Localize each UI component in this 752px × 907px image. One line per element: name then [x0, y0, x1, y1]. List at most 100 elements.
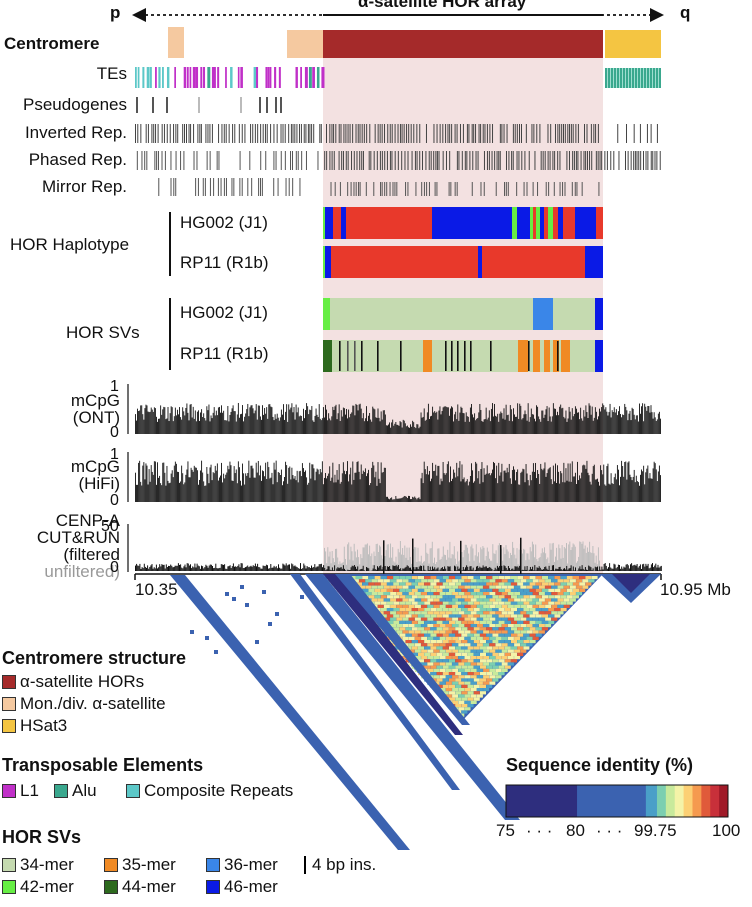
hifi-signal-bar: [374, 477, 375, 502]
identity-cell: [505, 582, 511, 585]
ont-signal-bar: [226, 421, 227, 434]
hg002-sv-segment: [330, 298, 533, 330]
cr-filtered-bar: [142, 567, 143, 571]
track-label-rp11-hap: RP11 (R1b): [180, 253, 269, 273]
ont-signal-bar: [364, 421, 365, 434]
inverted-rep-mark: [651, 124, 652, 143]
identity-cell: [492, 582, 498, 585]
identity-cell: [452, 688, 458, 691]
hifi-signal-bar: [395, 496, 396, 502]
hifi-signal-bar: [144, 479, 145, 502]
ont-signal-bar: [272, 407, 273, 434]
identity-dots-2: · · ·: [596, 821, 622, 841]
cr-filtered-bar: [611, 568, 612, 571]
cr-filtered-bar: [612, 569, 613, 571]
ont-signal-bar: [386, 425, 387, 434]
ont-signal-bar: [553, 403, 554, 434]
identity-cell: [517, 646, 523, 649]
cr-unfiltered-bar: [473, 548, 474, 571]
identity-cell: [558, 579, 564, 582]
cr-unfiltered-bar: [390, 544, 391, 571]
identity-cell: [434, 630, 440, 633]
identity-dot: [262, 590, 266, 594]
hifi-signal-bar: [495, 478, 496, 502]
identity-cell: [455, 672, 461, 675]
identity-cell: [561, 576, 567, 579]
identity-cell: [434, 579, 440, 582]
cr-filtered-bar: [246, 567, 247, 571]
cr-filtered-bar: [341, 567, 342, 571]
cr-unfiltered-bar: [474, 561, 475, 571]
cr-filtered-bar: [405, 568, 406, 571]
ins-4bp-mark: [557, 341, 559, 371]
identity-cell: [573, 576, 579, 579]
hg002-haplotype-segment: [548, 207, 553, 239]
cr-filtered-bar: [610, 567, 611, 571]
identity-cell: [387, 595, 393, 598]
alu-stripe: [643, 68, 644, 88]
cr-filtered-bar: [324, 568, 325, 571]
cr-filtered-bar: [396, 565, 397, 571]
axis-start: 10.35: [135, 580, 178, 600]
identity-cell: [387, 589, 393, 592]
identity-cell: [477, 598, 483, 601]
identity-cell: [393, 621, 399, 624]
identity-cell: [480, 614, 486, 617]
hifi-signal-bar: [527, 473, 528, 502]
ont-signal-bar: [192, 417, 193, 434]
cr-filtered-bar: [564, 568, 565, 571]
inverted-rep-mark: [221, 124, 222, 143]
cr-filtered-bar: [390, 569, 391, 571]
ont-signal-bar: [511, 409, 512, 434]
rp11-haplotype-segment: [331, 246, 478, 278]
cr-unfiltered-bar: [523, 549, 524, 571]
ont-signal-bar: [393, 426, 394, 434]
identity-cell: [517, 576, 523, 579]
identity-cell: [381, 576, 387, 579]
inverted-rep-mark: [557, 124, 558, 143]
cr-filtered-bar: [477, 566, 478, 571]
identity-cell: [452, 701, 458, 704]
hifi-signal-bar: [434, 471, 435, 502]
identity-cell: [480, 627, 486, 630]
cr-filtered-bar: [532, 567, 533, 571]
cr-filtered-bar: [199, 566, 200, 571]
identity-cell: [368, 582, 374, 585]
te-mark: [193, 67, 196, 88]
identity-colorbar-segment: [675, 785, 684, 817]
cr-filtered-bar: [464, 570, 465, 571]
ont-signal-bar: [451, 406, 452, 434]
inverted-rep-mark: [352, 124, 353, 143]
ont-signal-bar: [532, 414, 533, 434]
phased-rep-mark: [356, 151, 357, 170]
hifi-signal-bar: [533, 463, 534, 502]
cr-filtered-bar: [508, 566, 509, 571]
inverted-rep-mark: [305, 124, 306, 143]
ont-signal-bar: [276, 419, 277, 434]
identity-cell: [440, 637, 446, 640]
identity-cell: [443, 640, 449, 643]
inverted-rep-mark: [492, 124, 493, 143]
te-mark: [167, 67, 169, 88]
hifi-signal-bar: [632, 480, 633, 502]
cr-filtered-bar: [185, 565, 186, 571]
mirror-rep-mark: [390, 182, 391, 196]
identity-cell: [418, 640, 424, 643]
cr-filtered-bar: [351, 567, 352, 571]
ont-signal-bar: [501, 413, 502, 434]
identity-cell: [474, 634, 480, 637]
ont-signal-bar: [518, 419, 519, 434]
cr-filtered-bar: [414, 569, 415, 571]
cr-filtered-bar: [625, 568, 626, 571]
cr-filtered-bar: [282, 564, 283, 571]
hifi-signal-bar: [136, 485, 137, 502]
hifi-signal-bar: [282, 485, 283, 502]
identity-cell: [517, 602, 523, 605]
inverted-rep-mark: [617, 124, 618, 143]
rp11-sv-segment: [595, 340, 603, 372]
identity-cell: [505, 602, 511, 605]
ont-signal-bar: [328, 413, 329, 434]
cr-filtered-bar: [374, 565, 375, 571]
hifi-signal-bar: [185, 475, 186, 502]
identity-cell: [551, 579, 557, 582]
